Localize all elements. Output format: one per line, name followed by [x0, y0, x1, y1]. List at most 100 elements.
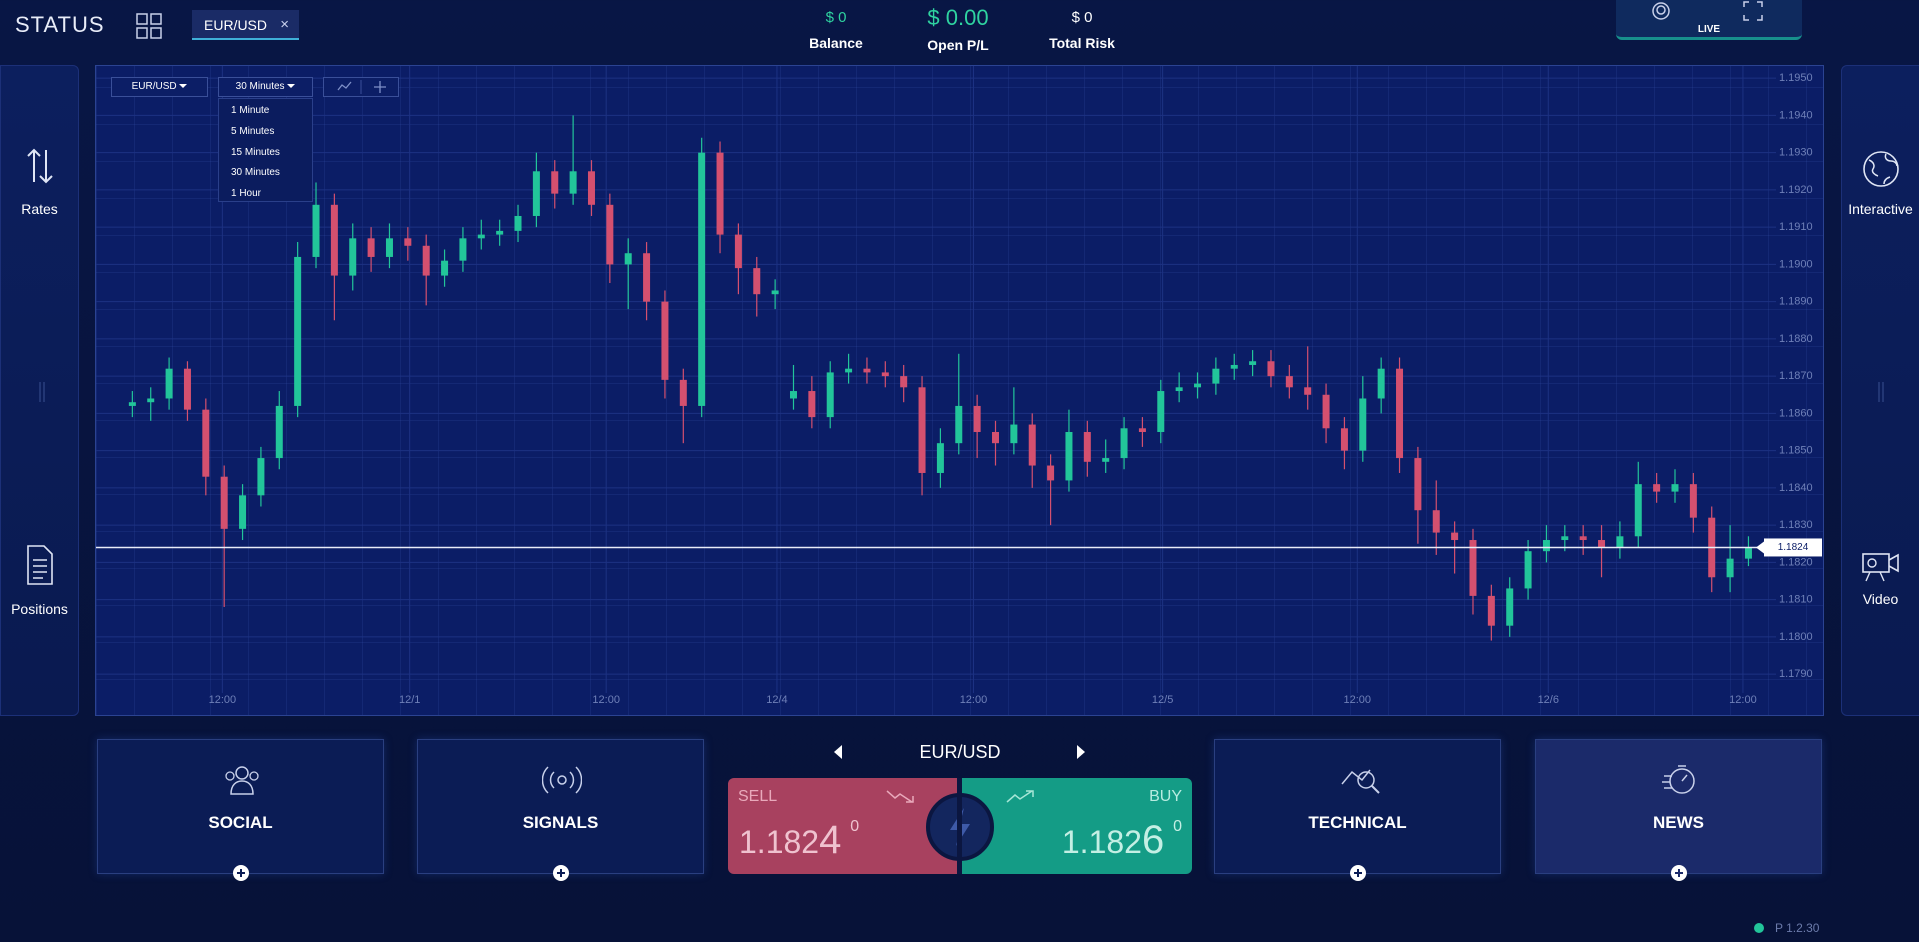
- candle-body: [1157, 391, 1165, 433]
- timeframe-dropdown[interactable]: 30 Minutes: [218, 77, 313, 97]
- x-tick-label: 12:00: [960, 694, 988, 706]
- menu-item[interactable]: 1 Hour: [231, 188, 262, 199]
- rates-icon: [26, 148, 53, 184]
- menu-item[interactable]: 30 Minutes: [231, 167, 280, 178]
- prev-symbol[interactable]: [832, 744, 844, 760]
- next-symbol[interactable]: [1075, 744, 1087, 760]
- symbol-dropdown[interactable]: EUR/USD: [111, 77, 208, 97]
- candle-body: [312, 204, 320, 257]
- sidebar-label: Positions: [11, 601, 68, 617]
- x-tick-label: 12:00: [1729, 694, 1757, 706]
- candle-body: [1138, 428, 1146, 433]
- positions-item[interactable]: Positions: [1, 544, 78, 617]
- x-tick-label: 12:00: [1344, 694, 1372, 706]
- candle-body: [1634, 484, 1642, 537]
- status-dot: [1754, 923, 1764, 933]
- y-tick-label: 1.1860: [1779, 407, 1813, 419]
- candle-body: [753, 268, 761, 295]
- buy-label: BUY: [1149, 788, 1182, 805]
- signals-panel[interactable]: SIGNALS: [417, 739, 704, 881]
- symbol-tab[interactable]: EUR/USD ×: [192, 10, 299, 40]
- sell-button[interactable]: SELL 1.1824 0: [728, 778, 957, 874]
- candle-body: [1487, 595, 1495, 626]
- candle-body: [1285, 376, 1293, 388]
- candle-body: [551, 171, 559, 194]
- y-tick-label: 1.1800: [1779, 631, 1813, 643]
- video-icon: [1861, 553, 1899, 582]
- timeframe-menu: 1 Minute 5 Minutes 15 Minutes 30 Minutes…: [218, 98, 313, 202]
- caret: [287, 84, 296, 88]
- video-item[interactable]: Video: [1842, 546, 1919, 607]
- interactive-item[interactable]: Interactive: [1842, 148, 1919, 217]
- candle-body: [514, 215, 522, 231]
- timeframe-label: 30 Minutes: [235, 81, 285, 92]
- menu-item[interactable]: 1 Minute: [231, 105, 270, 116]
- tab-close[interactable]: ×: [280, 16, 289, 33]
- candle-body: [404, 238, 412, 246]
- candle-body: [441, 260, 449, 276]
- candle-body: [1616, 536, 1624, 548]
- candle-body: [1065, 432, 1073, 481]
- y-tick-label: 1.1830: [1779, 519, 1813, 531]
- up-trend-icon: [1006, 790, 1034, 803]
- expand-button[interactable]: [1669, 863, 1689, 883]
- y-tick-label: 1.1820: [1779, 556, 1813, 568]
- fullscreen-icon[interactable]: [1742, 0, 1764, 22]
- handle[interactable]: [39, 382, 45, 402]
- candle-body: [202, 409, 210, 477]
- y-tick-label: 1.1900: [1779, 258, 1813, 270]
- expand-button[interactable]: [231, 863, 251, 883]
- menu-item[interactable]: 15 Minutes: [231, 147, 280, 158]
- stat: $ 0 Total Risk: [1017, 9, 1147, 51]
- sell-label: SELL: [738, 788, 778, 805]
- expand-button[interactable]: [551, 863, 571, 883]
- candle-body: [826, 372, 834, 418]
- menu-item[interactable]: 5 Minutes: [231, 126, 275, 137]
- support-icon[interactable]: [1650, 0, 1672, 22]
- panel-label: SIGNALS: [522, 813, 599, 832]
- panel-label: NEWS: [1653, 813, 1704, 832]
- x-tick-label: 12/5: [1152, 694, 1173, 706]
- live-widget[interactable]: LIVE: [1616, 0, 1802, 40]
- technical-panel[interactable]: TECHNICAL: [1214, 739, 1501, 881]
- y-tick-label: 1.1930: [1779, 147, 1813, 159]
- technical-icon: [1341, 769, 1380, 794]
- logo[interactable]: STATUS: [15, 12, 105, 37]
- candle-body: [1414, 458, 1422, 511]
- candle-body: [1322, 394, 1330, 429]
- candle-body: [477, 234, 485, 239]
- candle-body: [1561, 536, 1569, 541]
- candle-body: [1230, 364, 1238, 369]
- candle-body: [1744, 547, 1752, 559]
- symbol-label: EUR/USD: [131, 81, 177, 92]
- stat-value: $ 0.00: [927, 5, 989, 30]
- candle-body: [1028, 424, 1036, 466]
- candle-body: [1579, 536, 1587, 541]
- y-tick-label: 1.1910: [1779, 221, 1813, 233]
- candle-body: [1340, 428, 1348, 451]
- handle[interactable]: [1878, 382, 1884, 402]
- candle-body: [1377, 368, 1385, 399]
- down-trend-icon: [886, 790, 914, 803]
- expand-button[interactable]: [1348, 863, 1368, 883]
- candle-body: [1267, 361, 1275, 377]
- candle-body: [1451, 532, 1459, 541]
- rates-item[interactable]: Rates: [1, 146, 78, 217]
- stat: $ 0.00 Open P/L: [893, 5, 1023, 53]
- news-panel[interactable]: NEWS: [1535, 739, 1822, 881]
- x-tick-label: 12:00: [209, 694, 237, 706]
- candle-body: [1120, 428, 1128, 459]
- divider: [957, 778, 962, 874]
- tool-icons[interactable]: [324, 78, 398, 96]
- buy-button[interactable]: BUY 1.1826 0: [962, 778, 1192, 874]
- globe-icon: [1862, 151, 1899, 187]
- candle-body: [1304, 387, 1312, 395]
- social-panel[interactable]: SOCIAL: [97, 739, 384, 881]
- candle-body: [183, 368, 191, 410]
- candle-body: [1102, 458, 1110, 462]
- y-tick-label: 1.1850: [1779, 445, 1813, 457]
- candle-body: [330, 204, 338, 276]
- apps-icon[interactable]: [136, 13, 162, 39]
- candle-body: [973, 405, 981, 433]
